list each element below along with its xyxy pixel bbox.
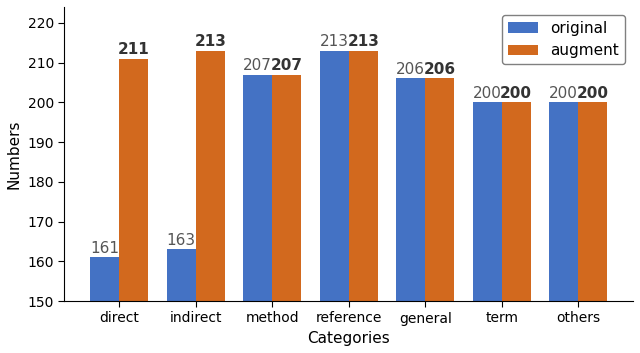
- Bar: [119, 59, 148, 353]
- Bar: [90, 257, 119, 353]
- Text: 206: 206: [396, 62, 425, 77]
- Text: 211: 211: [118, 42, 150, 57]
- Bar: [396, 78, 425, 353]
- Text: 200: 200: [473, 86, 502, 101]
- Bar: [425, 78, 454, 353]
- Legend: original, augment: original, augment: [502, 14, 625, 65]
- Text: 207: 207: [243, 58, 272, 73]
- Bar: [167, 250, 196, 353]
- Text: 163: 163: [166, 233, 196, 248]
- Bar: [502, 102, 531, 353]
- Bar: [349, 51, 378, 353]
- Text: 213: 213: [195, 34, 227, 49]
- Bar: [549, 102, 578, 353]
- Text: 213: 213: [348, 34, 380, 49]
- Text: 200: 200: [577, 86, 609, 101]
- Text: 200: 200: [500, 86, 532, 101]
- Bar: [196, 51, 225, 353]
- Text: 200: 200: [549, 86, 578, 101]
- Text: 207: 207: [271, 58, 303, 73]
- Text: 206: 206: [424, 62, 456, 77]
- Bar: [578, 102, 607, 353]
- Text: 161: 161: [90, 241, 119, 256]
- Y-axis label: Numbers: Numbers: [7, 119, 22, 189]
- Bar: [272, 74, 301, 353]
- Text: 213: 213: [320, 34, 349, 49]
- Bar: [472, 102, 502, 353]
- Bar: [243, 74, 272, 353]
- Bar: [319, 51, 349, 353]
- X-axis label: Categories: Categories: [307, 331, 390, 346]
